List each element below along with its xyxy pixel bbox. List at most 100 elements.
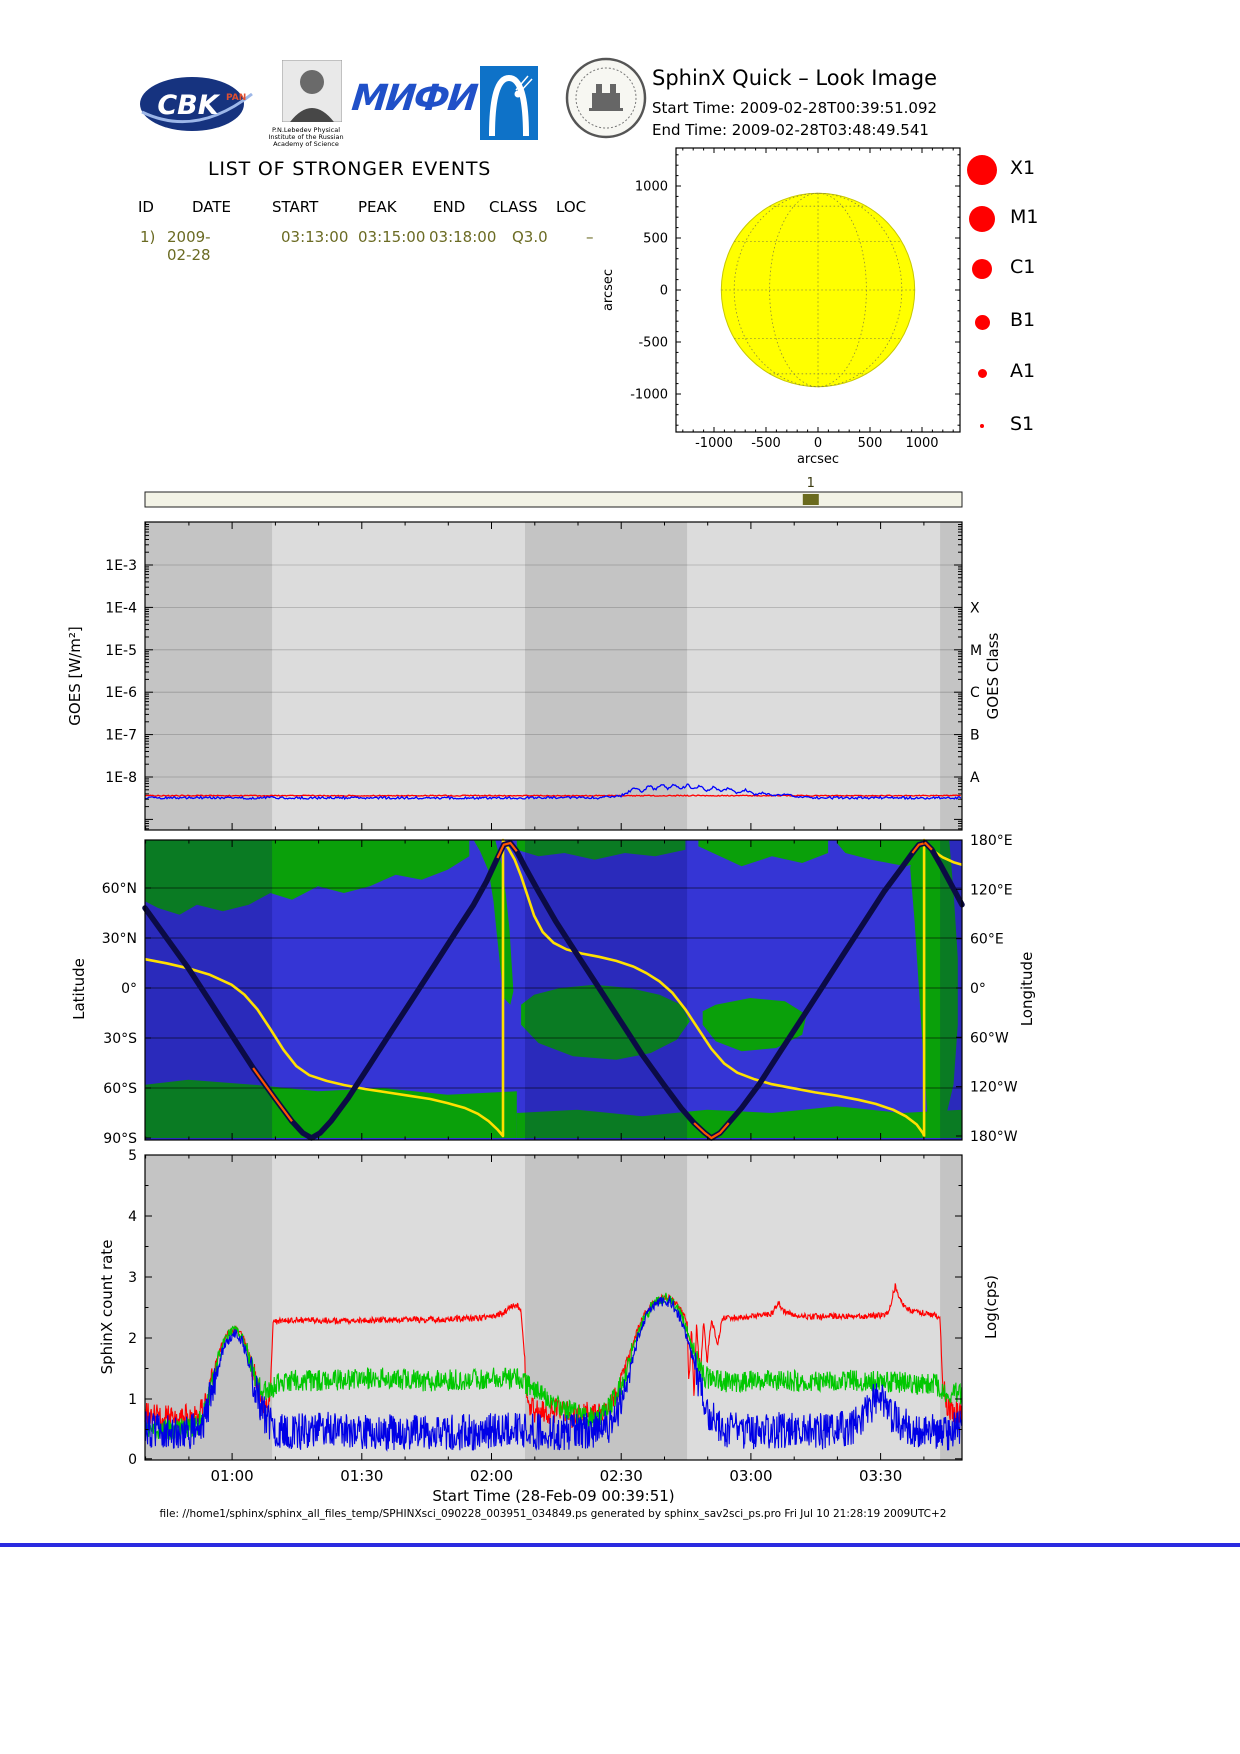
longitude-tick-label: 120°W xyxy=(970,1080,1018,1096)
latitude-tick-label: 30°S xyxy=(103,1031,137,1047)
time-tick-label: 03:00 xyxy=(729,1467,772,1485)
world-map-land xyxy=(516,840,686,860)
events-col-header: LOC xyxy=(556,198,587,216)
title-block: SphinX Quick – Look Image Start Time: 20… xyxy=(652,66,937,141)
flare-legend-item: B1 xyxy=(964,305,1084,339)
sun-xtick-label: -1000 xyxy=(695,436,733,451)
event-timeline-bar xyxy=(144,491,963,508)
flare-size-circle xyxy=(977,368,987,378)
orbit-hot-segment xyxy=(911,841,933,854)
longitude-tick-label: 60°W xyxy=(970,1030,1009,1046)
counts-ytick-label: 3 xyxy=(128,1270,137,1286)
sun-ytick-label: 0 xyxy=(660,284,668,299)
lebedev-institute-logo: P.N.Lebedev Physical Institute of the Ru… xyxy=(264,59,348,148)
eclipse-shading xyxy=(145,840,273,1140)
eclipse-shading xyxy=(940,840,962,1140)
lebedev-caption: P.N.Lebedev Physical Institute of the Ru… xyxy=(268,126,344,148)
time-tick-label: 02:30 xyxy=(600,1467,643,1485)
world-map-land xyxy=(521,984,690,1060)
counts-ytick-label: 5 xyxy=(128,1148,137,1164)
world-map-land xyxy=(145,1079,517,1138)
counts-ytick-label: 1 xyxy=(128,1392,137,1408)
goes-class-label: M xyxy=(970,643,982,659)
latitude-tick-label: 30°N xyxy=(102,931,137,947)
eclipse-shading xyxy=(145,522,273,830)
flare-legend-label: X1 xyxy=(1010,157,1036,179)
goes-class-label: B xyxy=(970,728,980,744)
goes-ytick-label: 1E-7 xyxy=(105,728,137,744)
sun-xtick-label: 1000 xyxy=(905,436,938,451)
longitude-tick-label: 120°E xyxy=(970,882,1013,898)
orbit-latitude-trace xyxy=(142,840,965,1141)
goes-ytick-label: 1E-3 xyxy=(105,558,137,574)
goes-class-label: C xyxy=(970,685,980,701)
flare-marker xyxy=(802,494,819,505)
orbit-hot-segment xyxy=(693,1122,730,1140)
page-title: SphinX Quick – Look Image xyxy=(652,66,938,90)
counts-red-trace xyxy=(144,1283,963,1429)
goes-class-axis-label: GOES Class xyxy=(984,632,1002,719)
flare-legend-item: S1 xyxy=(964,409,1084,443)
eclipse-shading xyxy=(525,840,688,1140)
flare-size-circle xyxy=(967,155,997,185)
goes-ytick-label: 1E-8 xyxy=(105,770,137,786)
flare-legend-item: A1 xyxy=(964,356,1084,390)
flare-size-circle xyxy=(974,314,990,330)
time-axis-label: Start Time (28-Feb-09 00:39:51) xyxy=(432,1487,674,1505)
flare-legend-item: M1 xyxy=(964,202,1084,236)
goes-class-label: X xyxy=(970,600,980,616)
counts-ytick-label: 4 xyxy=(128,1209,137,1225)
goes-red-trace xyxy=(144,794,961,797)
flare-marker-label: 1 xyxy=(807,476,815,491)
goes-ytick-label: 1E-6 xyxy=(105,685,137,701)
flare-legend-label: A1 xyxy=(1010,360,1036,382)
flare-legend-item: C1 xyxy=(964,252,1084,286)
time-tick-label: 01:00 xyxy=(211,1467,254,1485)
lebedev-portrait xyxy=(281,59,343,123)
latitude-tick-label: 90°S xyxy=(103,1131,137,1147)
sun-xaxis-label: arcsec xyxy=(797,452,839,467)
world-map-land xyxy=(145,840,470,915)
mephi-text: МИФИ xyxy=(349,78,478,119)
event-row-cell: 03:18:00 xyxy=(429,228,497,246)
map-panel-frame xyxy=(144,839,963,1141)
sun-ytick-label: 500 xyxy=(643,232,668,247)
orbit-hot-segment xyxy=(252,1067,293,1122)
latitude-tick-label: 60°S xyxy=(103,1081,137,1097)
seal-graphic xyxy=(565,57,647,139)
arch-graphic xyxy=(480,66,538,140)
event-row-cell: – xyxy=(586,228,594,246)
longitude-tick-label: 180°W xyxy=(970,1129,1018,1145)
flare-legend-label: S1 xyxy=(1010,413,1035,435)
events-col-header: CLASS xyxy=(489,198,538,216)
sun-yaxis-label: arcsec xyxy=(601,269,616,311)
event-row-cell: Q3.0 xyxy=(512,228,548,246)
time-tick-label: 03:30 xyxy=(859,1467,902,1485)
longitude-trace xyxy=(144,838,963,1138)
counts-ytick-label: 0 xyxy=(128,1452,137,1468)
sun-xtick-label: 0 xyxy=(814,436,822,451)
eclipse-shading xyxy=(940,522,962,830)
logcps-axis-label: Log(cps) xyxy=(982,1275,1000,1339)
sun-xtick-label: 500 xyxy=(858,436,883,451)
goes-ytick-label: 1E-5 xyxy=(105,643,137,659)
counts-ytick-label: 2 xyxy=(128,1331,137,1347)
events-col-header: ID xyxy=(138,198,154,216)
cbk-logo-graphic: CBK PAN xyxy=(140,77,253,131)
event-row-cell: 1) xyxy=(140,228,156,246)
university-seal-logo xyxy=(565,57,647,143)
cbk-pan-logo: CBK PAN xyxy=(138,74,256,138)
arch-logo xyxy=(480,66,538,144)
event-row-cell: 2009-02-28 xyxy=(167,228,211,264)
counts-axis-label: SphinX count rate xyxy=(98,1240,116,1375)
goes-blue-trace xyxy=(144,783,962,801)
flare-legend-item: X1 xyxy=(964,153,1084,187)
bottom-edge-line xyxy=(0,1543,1240,1547)
cbk-text: CBK xyxy=(157,90,220,121)
world-map-land xyxy=(910,840,958,1122)
flare-legend-label: B1 xyxy=(1010,309,1036,331)
goes-panel-frame xyxy=(144,521,963,831)
event-row-cell: 03:13:00 xyxy=(281,228,349,246)
file-path-footer: file: //home1/sphinx/sphinx_all_files_te… xyxy=(159,1508,947,1520)
